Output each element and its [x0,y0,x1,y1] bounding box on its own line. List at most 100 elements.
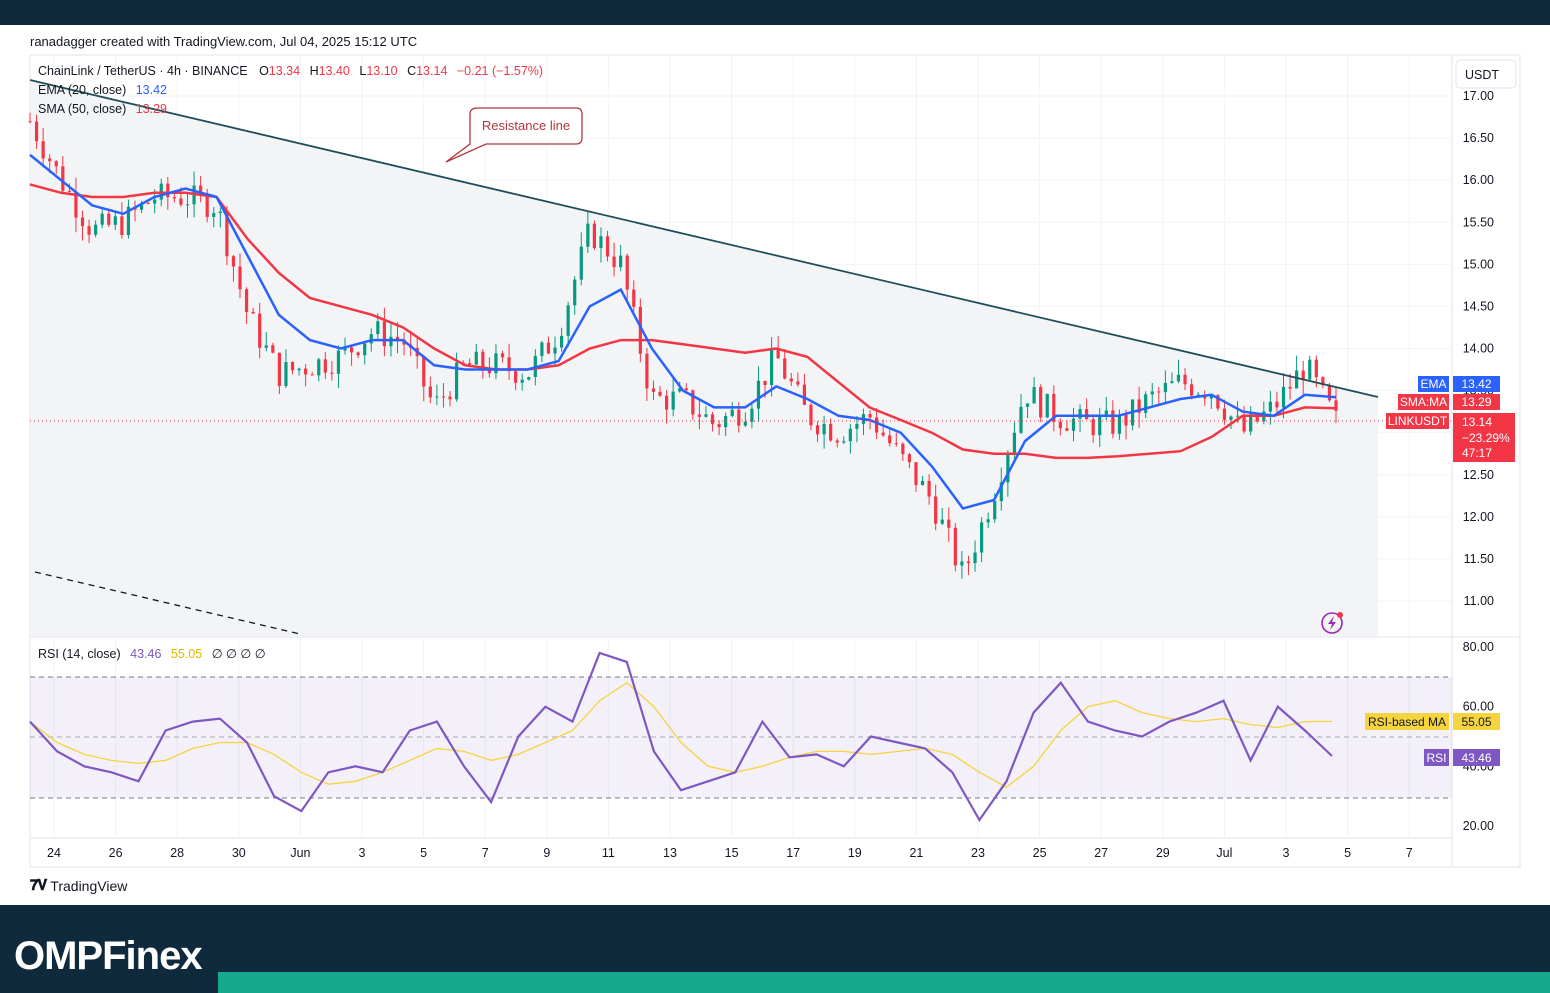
created-by-text: ranadagger created with TradingView.com,… [30,34,418,49]
tradingview-logo: 𝟕𝐕 TradingView [30,877,127,894]
candle-body [290,362,295,371]
time-tick-label: 27 [1094,846,1108,860]
candle-body [468,363,472,365]
candle-body [934,496,938,524]
ema-legend-value: 13.42 [136,83,167,97]
candle-body [684,388,688,391]
link-badge-pct: −23.29% [1462,431,1510,445]
candle-body [120,216,124,236]
candle-body [153,199,157,204]
time-tick-label: 19 [848,846,862,860]
candle-body [448,396,452,400]
candle-body [474,351,478,365]
candle-body [389,336,393,347]
currency-selector[interactable]: USDT [1455,59,1517,89]
candle-body [1025,403,1030,407]
candle-body [166,183,170,198]
resistance-callout[interactable]: Resistance line [445,107,583,163]
candle-body [422,356,426,387]
candle-body [310,374,314,376]
candle-body [1308,359,1312,380]
support-trendline[interactable] [34,571,301,635]
candle-body [566,305,570,336]
candle-body [1091,419,1095,436]
time-tick-label: 11 [602,846,615,860]
candle-body [1150,391,1154,395]
candle-body [579,246,583,280]
candle-body [651,388,656,392]
candle-body [1314,359,1318,378]
candle-body [546,342,551,354]
candle-body [330,372,334,374]
candle-body [238,266,242,290]
currency-label: USDT [1465,68,1499,82]
candle-body [441,396,446,398]
candle-body [67,190,71,192]
candle-body [363,343,367,356]
candle-body [645,353,649,389]
candle-body [382,321,386,347]
candle-body [868,414,872,418]
candle-body [1065,428,1069,431]
candle-body [179,198,183,205]
lightning-icon[interactable] [1321,612,1343,634]
price-tick-label: 12.00 [1463,510,1494,524]
candle-body [875,417,879,433]
candle-body [244,289,249,312]
candle-body [1242,415,1246,432]
candle-body [829,423,833,441]
candle-body [1209,395,1213,399]
rsi-legend-label: RSI (14, close) [38,647,121,661]
candle-body [1183,374,1187,385]
candle-body [225,211,229,257]
rsi-ma-badge-value: 55.05 [1461,715,1491,729]
candle-body [559,335,564,348]
candle-body [920,480,925,486]
time-tick-label: 28 [170,846,184,860]
candle-body [691,390,695,415]
chart-legend: ChainLink / TetherUS · 4h · BINANCE O13.… [38,64,543,661]
svg-text:EMA (20, close) 13.42: EMA (20, close) 13.42 [38,83,167,97]
candle-body [369,334,373,344]
time-tick-label: 3 [359,846,366,860]
candle-body [94,224,98,235]
candle-body [914,462,918,486]
candle-body [507,357,511,372]
time-tick-label: 13 [663,846,677,860]
resistance-trendline[interactable] [29,79,1379,398]
price-chart[interactable]: Resistance line ChainLink / TetherUS · 4… [0,0,1550,905]
candle-body [61,166,65,191]
link-badge-value: 13.14 [1462,415,1492,429]
candle-body [573,279,577,306]
rsi-tick-label: 60.00 [1463,700,1494,714]
candle-body [1170,381,1174,384]
candle-body [678,388,682,392]
candle-body [1078,409,1082,419]
candle-body [842,441,846,443]
candle-body [704,414,708,417]
time-tick-label: 7 [482,846,489,860]
rsi-ma-legend-value: 55.05 [171,647,202,661]
candle-body [1117,414,1122,434]
candle-body [1255,414,1259,422]
candle-body [251,311,255,314]
time-tick-label: 3 [1283,846,1290,860]
candle-body [435,396,439,398]
candle-body [1281,386,1286,408]
candle-body [743,421,747,426]
candle-body [671,391,675,410]
time-tick-label: 29 [1156,846,1170,860]
candle-body [107,213,111,225]
candle-body [783,358,787,379]
candle-body [1157,391,1161,393]
candle-body [376,321,380,335]
rsi-legend-extra: ∅ ∅ ∅ ∅ [212,647,266,661]
time-axis: 24 26 28 30 Jun 3 5 7 9 11 13 15 17 19 21 23 25 27 29 Jul 3 5… [47,846,1413,860]
candle-body [277,352,281,386]
symbol-text: ChainLink / TetherUS · 4h · BINANCE [38,64,248,78]
green-accent-bar [218,972,1550,993]
candle-body [658,391,662,396]
candle-body [789,378,793,382]
candle-body [87,226,91,235]
svg-text:ChainLink / TetherUS · 4h · BI: ChainLink / TetherUS · 4h · BINANCE O13.… [38,64,543,78]
